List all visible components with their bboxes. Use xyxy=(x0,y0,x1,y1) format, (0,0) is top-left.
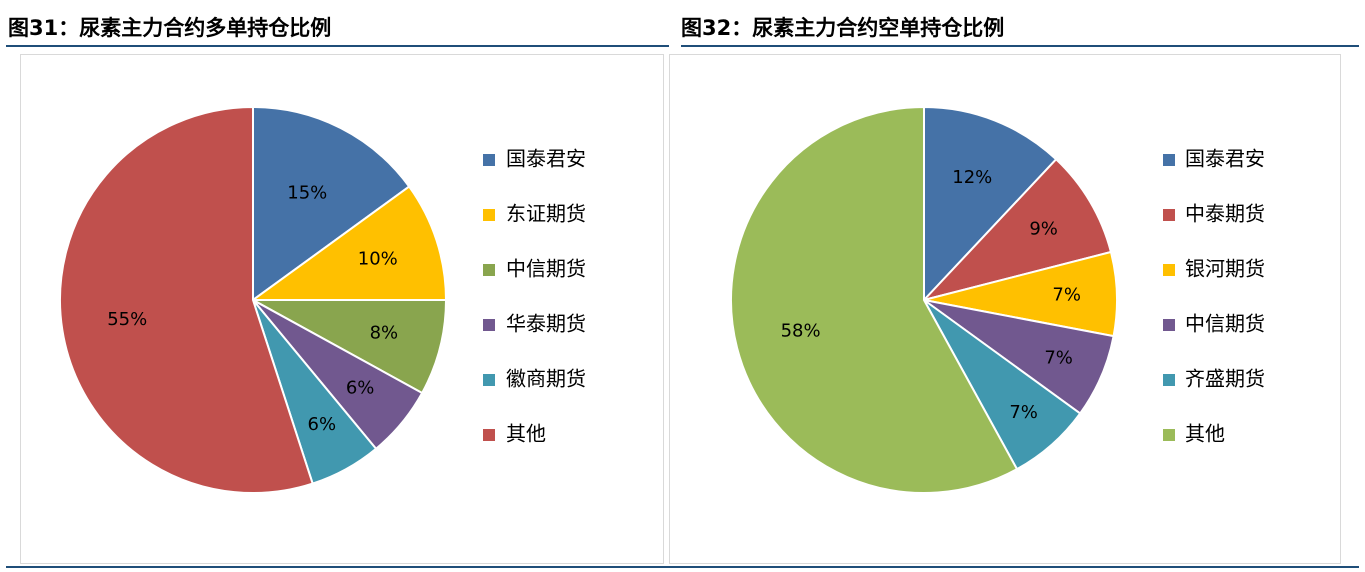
slice-label: 58% xyxy=(781,321,821,342)
slice-label: 55% xyxy=(107,309,147,330)
legend-label: 东证期货 xyxy=(506,202,586,226)
title-divider xyxy=(6,45,669,47)
pie-slice xyxy=(252,299,448,395)
slice-label: 6% xyxy=(308,414,337,435)
slice-label: 9% xyxy=(1029,218,1058,239)
legend-swatch xyxy=(1163,264,1175,276)
legend-swatch xyxy=(1163,154,1175,166)
legend-label: 国泰君安 xyxy=(1185,147,1265,171)
legend-swatch xyxy=(1163,209,1175,221)
legend-swatch xyxy=(483,154,495,166)
title-divider xyxy=(681,45,1359,47)
slice-label: 15% xyxy=(287,182,327,203)
pie-slice xyxy=(252,105,411,302)
bottom-divider xyxy=(6,566,1359,568)
legend-label: 徽商期货 xyxy=(506,367,586,391)
slice-label: 7% xyxy=(1009,402,1038,423)
pie-slice xyxy=(923,105,1058,303)
pie-slice xyxy=(920,157,1113,302)
legend-label: 中信期货 xyxy=(506,257,586,281)
legend-label: 中信期货 xyxy=(1185,312,1265,336)
slice-label: 8% xyxy=(370,323,399,344)
pie-slice xyxy=(59,105,314,494)
slice-label: 12% xyxy=(952,167,992,188)
legend-label: 银河期货 xyxy=(1185,257,1265,281)
legend-label: 国泰君安 xyxy=(506,147,586,171)
pie-slice xyxy=(730,105,1019,494)
slice-label: 7% xyxy=(1052,285,1081,306)
legend-swatch xyxy=(1163,374,1175,386)
slice-label: 7% xyxy=(1044,347,1073,368)
legend-label: 齐盛期货 xyxy=(1185,367,1265,391)
legend-swatch xyxy=(483,264,495,276)
chart-title: 图31：尿素主力合约多单持仓比例 xyxy=(8,16,332,40)
legend-swatch xyxy=(1163,429,1175,441)
legend-swatch xyxy=(483,209,495,221)
legend-swatch xyxy=(483,374,495,386)
legend-swatch xyxy=(483,429,495,441)
slice-label: 6% xyxy=(346,378,375,399)
legend-label: 华泰期货 xyxy=(506,312,586,336)
legend-swatch xyxy=(1163,319,1175,331)
legend-swatch xyxy=(483,319,495,331)
chart-panel-short: 图32：尿素主力合约空单持仓比例 12% 9% 7% 7% 7% 58% 国泰君安中泰期货银… xyxy=(669,0,1365,572)
slice-label: 10% xyxy=(358,248,398,269)
legend-label: 中泰期货 xyxy=(1185,202,1265,226)
chart-title: 图32：尿素主力合约空单持仓比例 xyxy=(681,16,1005,40)
legend-label: 其他 xyxy=(1185,422,1225,446)
chart-panel-long: 图31：尿素主力合约多单持仓比例 15% 10% 8% 6% 6% 55% 国泰君安东证期货… xyxy=(0,0,675,572)
pie-slice xyxy=(249,185,448,301)
legend-label: 其他 xyxy=(506,422,546,446)
